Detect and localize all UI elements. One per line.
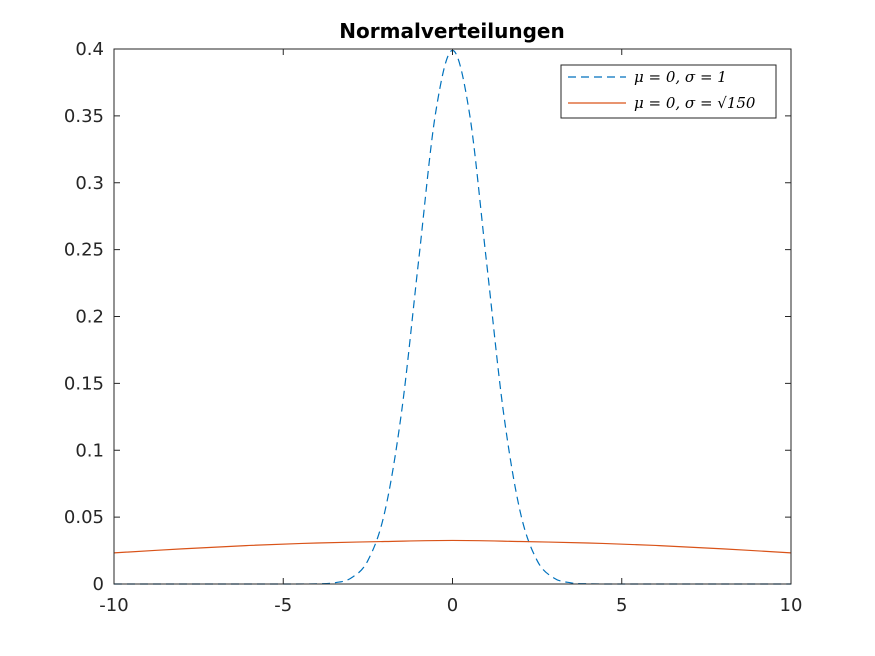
x-tick-label: -5 bbox=[274, 595, 292, 616]
x-tick-label: 10 bbox=[780, 595, 803, 616]
x-tick-label: 5 bbox=[616, 595, 627, 616]
y-tick-label: 0.15 bbox=[64, 373, 104, 394]
x-tick-label: 0 bbox=[447, 595, 458, 616]
x-tick-label: -10 bbox=[99, 595, 128, 616]
y-tick-label: 0 bbox=[93, 574, 104, 595]
chart-title: Normalverteilungen bbox=[339, 19, 564, 43]
y-tick-label: 0.2 bbox=[75, 307, 104, 328]
y-tick-label: 0.1 bbox=[75, 440, 104, 461]
y-tick-label: 0.3 bbox=[75, 173, 104, 194]
y-tick-label: 0.35 bbox=[64, 106, 104, 127]
legend-label-series-2: μ = 0, σ = √150 bbox=[634, 94, 756, 112]
plot-area bbox=[114, 49, 791, 584]
y-axis: 0 0.05 0.1 0.15 0.2 0.25 0.3 0.35 0.4 bbox=[64, 39, 791, 595]
legend: μ = 0, σ = 1 μ = 0, σ = √150 bbox=[560, 64, 777, 119]
y-tick-label: 0.4 bbox=[75, 39, 104, 60]
y-tick-label: 0.05 bbox=[64, 507, 104, 528]
legend-label-series-1: μ = 0, σ = 1 bbox=[634, 68, 727, 86]
legend-box bbox=[560, 64, 777, 119]
series-line-2 bbox=[113, 539, 792, 554]
y-tick-label: 0.25 bbox=[64, 240, 104, 261]
x-axis: -10 -5 0 5 10 bbox=[99, 49, 802, 616]
